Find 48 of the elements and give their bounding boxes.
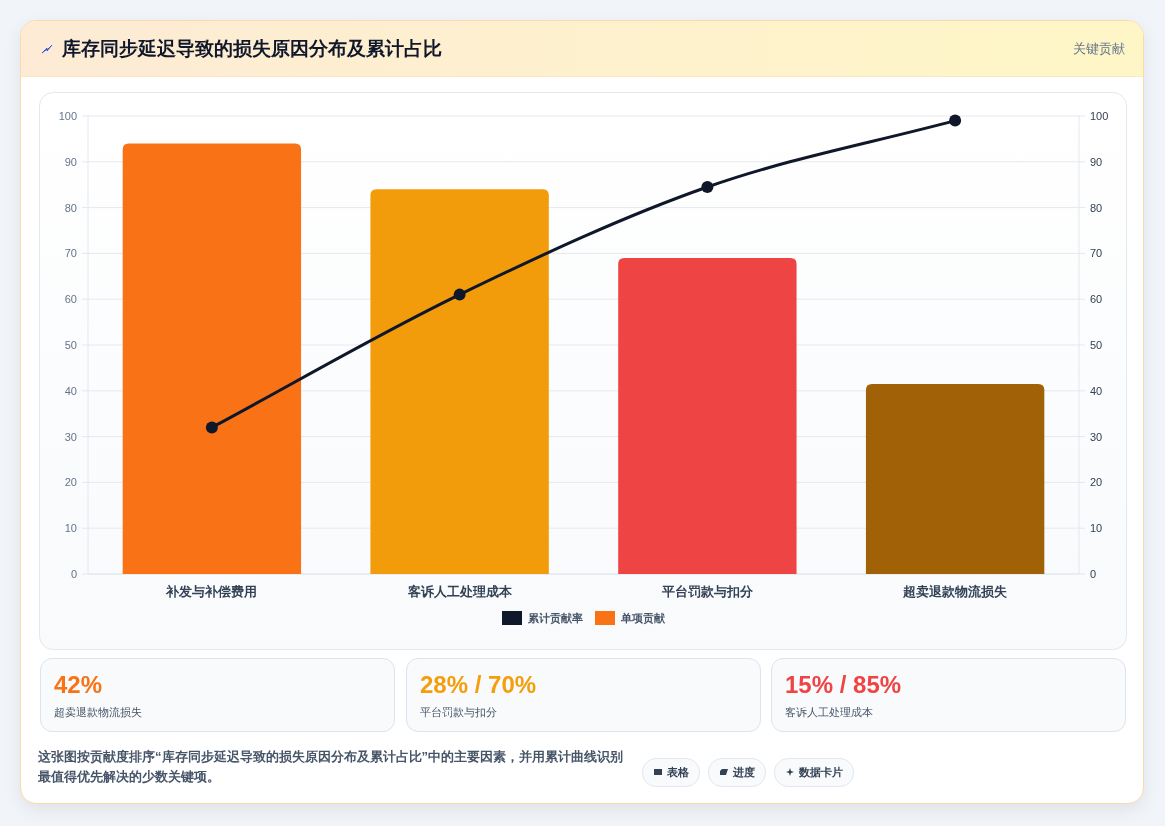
y2-tick-label: 20 — [1090, 476, 1103, 489]
text: 进度 — [733, 766, 755, 778]
text: 超卖退款物流损失 — [54, 705, 142, 720]
legend-label: 累计贡献率 — [527, 612, 583, 625]
text: 客诉人工处理成本 — [785, 705, 873, 720]
x-tick-label: 补发与补偿费用 — [165, 584, 258, 599]
y2-tick-label: 0 — [1090, 568, 1097, 580]
text: 表格 — [667, 766, 689, 778]
text: 42% — [54, 671, 103, 699]
y-tick-label: 90 — [64, 155, 77, 168]
point — [453, 288, 466, 301]
y2-tick-label: 80 — [1090, 201, 1103, 214]
text: 这张图按贡献度排序“库存同步延迟导致的损失原因分布及累计占比”中的主要因素，并用累计曲线识别最值得优先解决的少数关键项。 — [38, 748, 623, 786]
y2-tick-label: 40 — [1090, 384, 1103, 397]
y-tick-label: 0 — [70, 568, 77, 580]
y2-tick-label: 50 — [1090, 339, 1103, 351]
y2-tick-label: 30 — [1090, 430, 1103, 443]
chart-title: 库存同步延迟导致的损失原因分布及累计占比 — [62, 37, 442, 61]
y2-tick-label: 70 — [1090, 247, 1103, 260]
point — [949, 114, 962, 127]
bar — [370, 189, 549, 574]
x-tick-label: 超卖退款物流损失 — [902, 584, 1009, 599]
x-tick-label: 平台罚款与扣分 — [660, 584, 754, 599]
bar — [618, 257, 797, 574]
y-tick-label: 100 — [58, 110, 77, 122]
text: 关键贡献 — [1073, 40, 1125, 58]
bar — [122, 143, 302, 574]
legend-label: 单项贡献 — [620, 612, 666, 625]
y-tick-label: 30 — [64, 430, 77, 443]
text: 28% / 70% — [420, 671, 537, 699]
bar — [865, 383, 1045, 574]
y2-tick-label: 90 — [1090, 155, 1103, 168]
x-tick-label: 客诉人工处理成本 — [406, 584, 513, 599]
y-tick-label: 70 — [64, 247, 77, 260]
y2-tick-label: 60 — [1090, 293, 1103, 306]
point — [701, 180, 714, 193]
y-tick-label: 80 — [64, 201, 77, 214]
y-tick-label: 60 — [64, 293, 77, 306]
y2-tick-label: 100 — [1090, 110, 1109, 122]
y2-tick-label: 10 — [1090, 522, 1103, 535]
text: 15% / 85% — [785, 671, 902, 699]
text: 数据卡片 — [799, 766, 843, 778]
y-tick-label: 20 — [64, 476, 77, 489]
y-tick-label: 10 — [64, 522, 77, 535]
y-tick-label: 50 — [64, 339, 77, 351]
text: 平台罚款与扣分 — [420, 705, 497, 720]
y-tick-label: 40 — [64, 384, 77, 397]
point — [205, 421, 218, 434]
